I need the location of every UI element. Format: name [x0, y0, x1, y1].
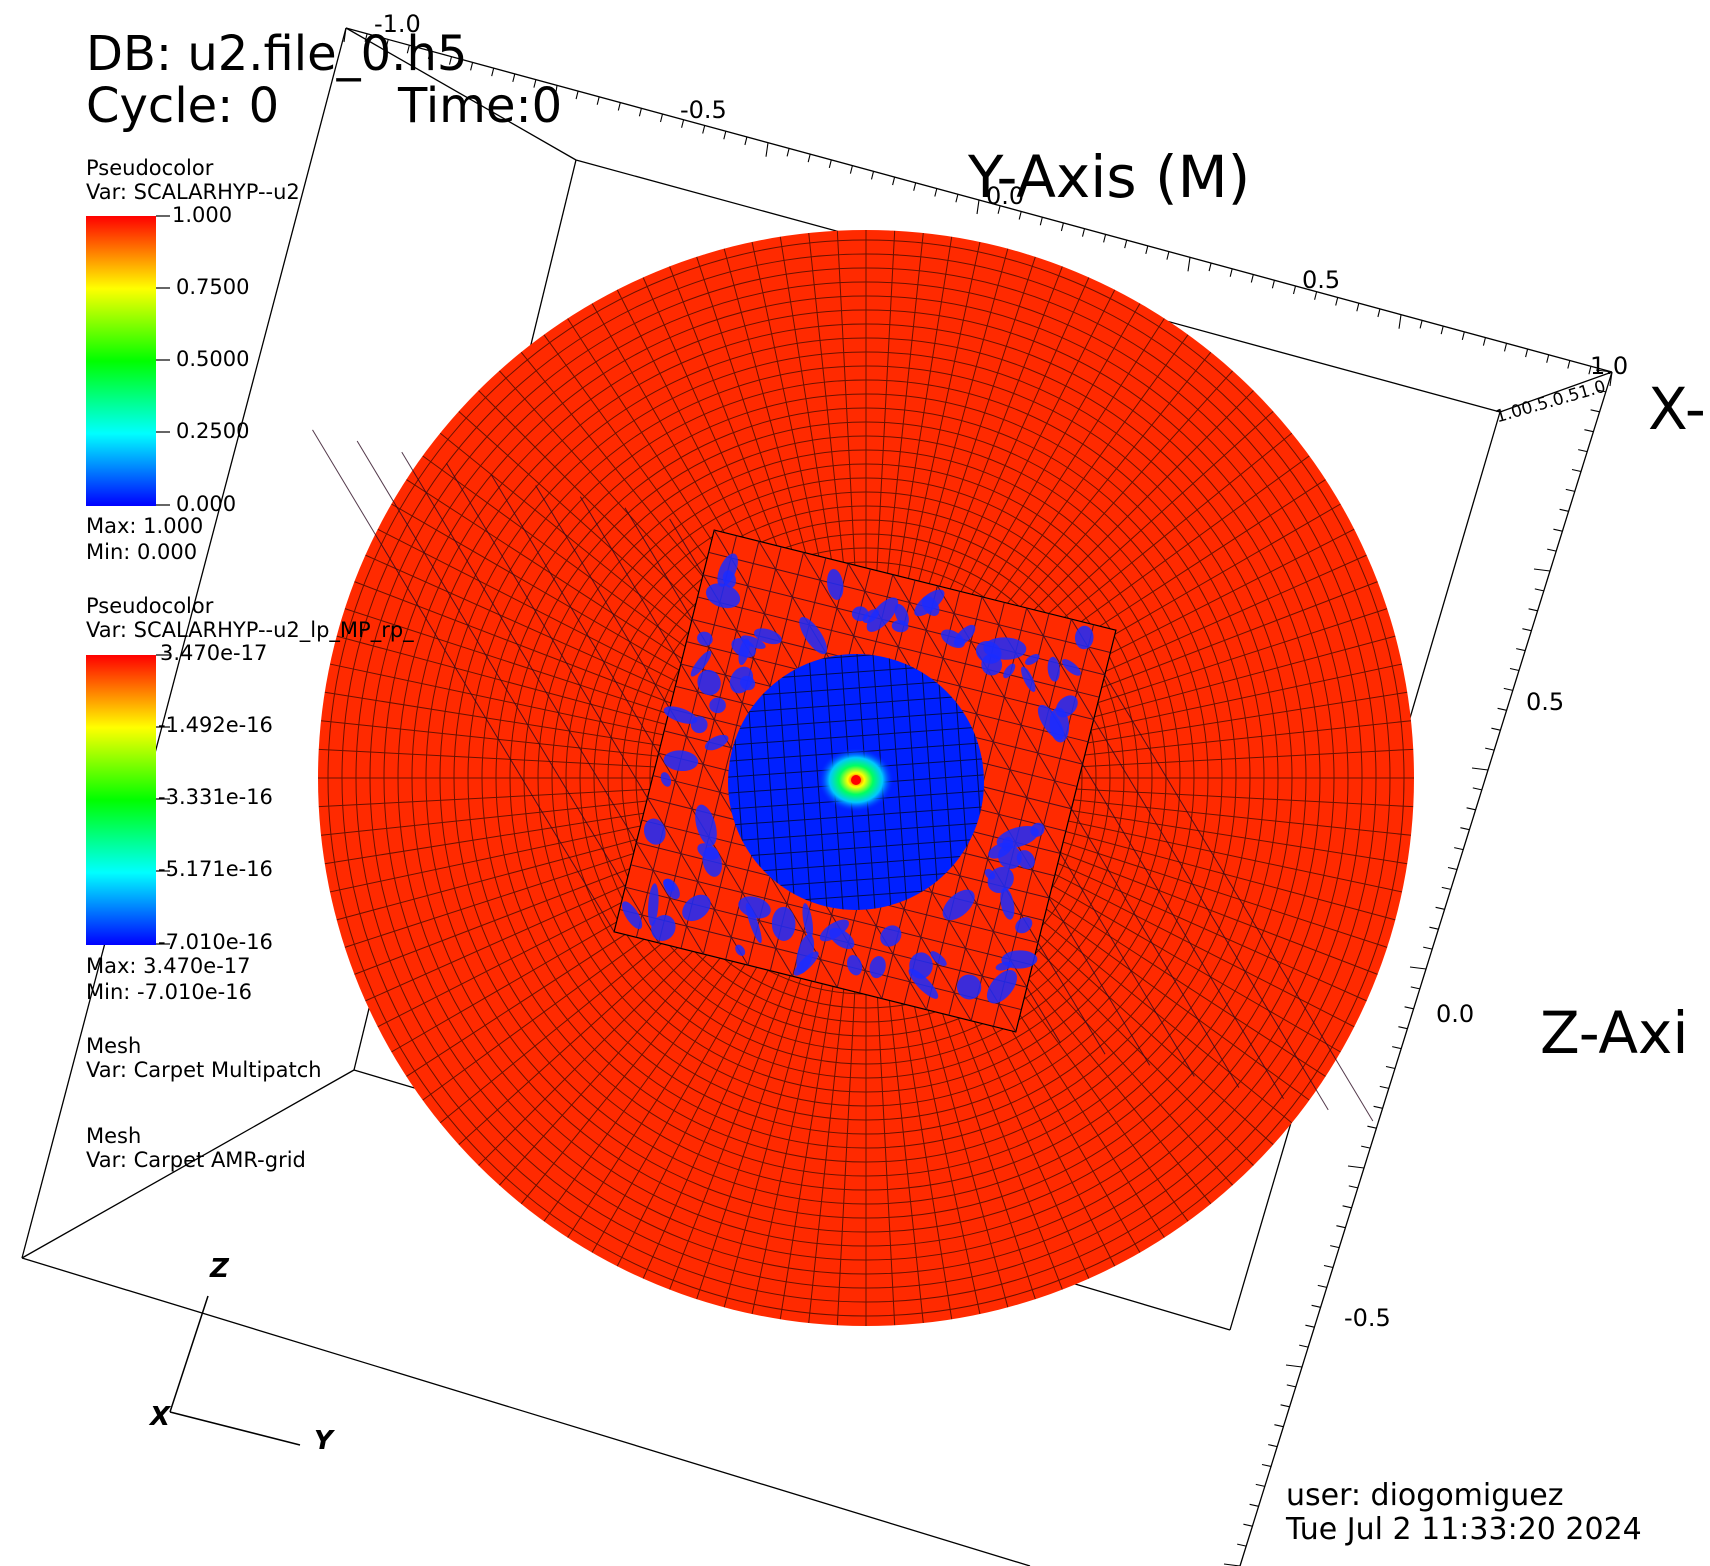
y-tick-label: 0.5 — [1302, 266, 1341, 294]
x-axis-title: X- — [1648, 375, 1706, 443]
legend-2-tick: -3.331e-16 — [158, 785, 273, 809]
user-label: user: diogomiguez — [1286, 1478, 1564, 1513]
legend-2-tick: 3.470e-17 — [160, 641, 268, 665]
timestamp-label: Tue Jul 2 11:33:20 2024 — [1286, 1512, 1642, 1547]
z-tick-label: 0.5 — [1526, 688, 1565, 716]
legend-1-tick: 1.000 — [172, 203, 233, 227]
legend-2-tick: -5.171e-16 — [158, 857, 273, 881]
legend-2-plot-type: Pseudocolor — [86, 594, 214, 618]
legend-1-tick: 0.7500 — [176, 275, 250, 299]
y-axis-tick-marks — [343, 27, 1613, 387]
legend-1-tick: 0.2500 — [176, 419, 250, 443]
legend-4-plot-type: Mesh — [86, 1124, 142, 1148]
legend-1-plot-type: Pseudocolor — [86, 156, 214, 180]
colorbar-u2 — [86, 215, 170, 506]
legend-1-var: Var: SCALARHYP--u2 — [86, 180, 300, 204]
orientation-triad — [169, 1295, 301, 1446]
z-tick-label: -0.5 — [1344, 1304, 1391, 1332]
z-axis-title: Z-Axi — [1540, 999, 1689, 1067]
legend-3-plot-type: Mesh — [86, 1034, 142, 1058]
y-tick-label: -1.0 — [374, 10, 421, 38]
z-tick-label: 0.0 — [1436, 1000, 1475, 1028]
y-tick-label: -0.5 — [680, 96, 727, 124]
y-axis-title: Y-Axis (M) — [968, 143, 1251, 211]
legend-2-tick: -1.492e-16 — [158, 713, 273, 737]
legend-1-min: Min: 0.000 — [86, 540, 198, 564]
legend-2-tick: -7.010e-16 — [158, 930, 273, 954]
legend-1-tick: 0.5000 — [176, 347, 250, 371]
y-tick-label: 0.0 — [986, 182, 1025, 210]
legend-4-var: Var: Carpet AMR-grid — [86, 1148, 306, 1172]
time-label: Time:0 — [398, 78, 563, 134]
triad-z-label: Z — [210, 1254, 229, 1284]
triad-y-label: Y — [314, 1426, 333, 1456]
legend-2-max: Max: 3.470e-17 — [86, 954, 251, 978]
legend-1-max: Max: 1.000 — [86, 514, 204, 538]
triad-x-label: X — [150, 1402, 171, 1432]
z-axis-tick-marks — [1223, 369, 1613, 1566]
legend-3-var: Var: Carpet Multipatch — [86, 1058, 322, 1082]
colorbar-u2-lp-mp-rp — [86, 654, 170, 945]
cycle-label: Cycle: 0 — [86, 78, 280, 134]
legend-2-min: Min: -7.010e-16 — [86, 980, 252, 1004]
legend-1-tick: 0.000 — [176, 492, 237, 516]
database-label: DB: u2.file_0.h5 — [86, 26, 468, 82]
legend-2-var: Var: SCALARHYP--u2_lp_MP_rp_ — [86, 618, 414, 642]
y-tick-label: 1.0 — [1590, 352, 1629, 380]
